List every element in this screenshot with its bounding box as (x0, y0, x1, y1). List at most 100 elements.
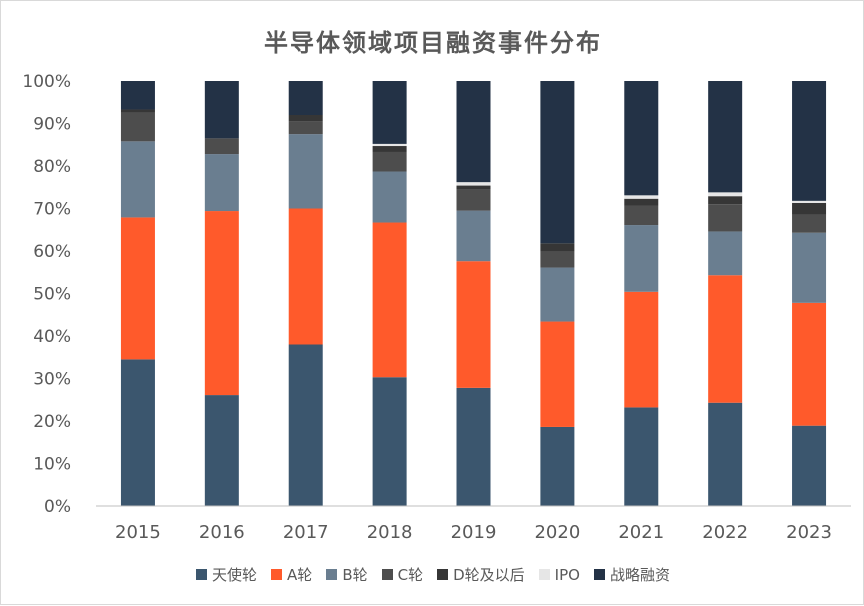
legend-label: 战略融资 (609, 566, 670, 584)
legend-label: A轮 (287, 566, 313, 584)
bar-segment (792, 425, 827, 506)
bar-segment (792, 200, 827, 203)
legend-item: 天使轮 (196, 564, 257, 585)
bar-segment (288, 208, 323, 345)
bar-segment (456, 210, 491, 262)
bar-segment (120, 112, 155, 142)
legend-item: A轮 (271, 564, 312, 585)
y-tick-label: 70% (33, 200, 71, 220)
bar-segment (540, 321, 575, 427)
bar-segment (204, 395, 239, 506)
y-tick-label: 20% (33, 412, 71, 432)
x-tick-label: 2018 (367, 522, 413, 543)
y-tick-label: 60% (33, 242, 71, 262)
y-tick-label: 10% (33, 455, 71, 475)
bar-segment (708, 81, 743, 193)
y-tick-label: 80% (33, 157, 71, 177)
x-tick-label: 2022 (702, 522, 748, 543)
legend-swatch (381, 569, 393, 580)
bar-segment (372, 151, 407, 172)
y-tick-label: 90% (33, 115, 71, 135)
bar-segment (624, 407, 659, 506)
bar-segment (372, 146, 407, 152)
bar-segment (708, 402, 743, 506)
bar-segment (540, 251, 575, 268)
legend-swatch (326, 569, 338, 580)
bar-segment (372, 81, 407, 144)
bar-segment (540, 426, 575, 506)
bar-segment (372, 377, 407, 506)
x-tick-label: 2019 (451, 522, 497, 543)
legend-swatch (196, 569, 208, 580)
x-tick-label: 2016 (199, 522, 245, 543)
bar-segment (708, 231, 743, 276)
bar-segment (624, 198, 659, 206)
x-tick-label: 2015 (115, 522, 161, 543)
y-tick-label: 30% (33, 370, 71, 390)
bar-segment (792, 202, 827, 215)
bar-segment (624, 81, 659, 196)
bar-segment (792, 232, 827, 303)
legend-swatch (538, 569, 550, 580)
bar-segment (204, 138, 239, 155)
bar-segment (456, 387, 491, 506)
bar-segment (372, 143, 407, 147)
y-tick-label: 100% (22, 72, 71, 92)
bar-segment (456, 81, 491, 183)
x-tick-label: 2021 (618, 522, 664, 543)
x-tick-label: 2017 (283, 522, 329, 543)
bar-segment (456, 182, 491, 186)
bar-segment (372, 222, 407, 378)
bar-segment (540, 267, 575, 322)
bar-segment (120, 359, 155, 506)
y-tick-label: 50% (33, 285, 71, 305)
chart-title: 半导体领域项目融资事件分布 (264, 28, 602, 57)
bar-segment (288, 121, 323, 135)
bar-segment (372, 171, 407, 223)
legend: 天使轮 A轮 B轮 C轮 D轮及以后 IPO 战略融资 (1, 564, 864, 585)
bar-segment (288, 81, 323, 115)
legend-label: IPO (554, 565, 580, 584)
bar-segment (288, 344, 323, 506)
legend-label: C轮 (397, 566, 424, 584)
bar-segment (120, 109, 155, 113)
x-tick-label: 2023 (786, 522, 832, 543)
bar-segment (120, 217, 155, 360)
y-tick-label: 0% (44, 497, 71, 517)
bar-segment (540, 81, 575, 244)
bar-segment (624, 291, 659, 408)
bar-segment (288, 134, 323, 209)
x-tick-label: 2020 (534, 522, 580, 543)
bar-segment (204, 154, 239, 212)
bar-segment (708, 275, 743, 403)
legend-item: C轮 (381, 564, 424, 585)
legend-item: 战略融资 (593, 564, 670, 585)
bar-segment (456, 261, 491, 388)
legend-swatch (593, 569, 605, 580)
y-tick-label: 40% (33, 327, 71, 347)
legend-item: D轮及以后 (437, 564, 525, 585)
bar-segment (792, 214, 827, 233)
bar-segment (288, 115, 323, 122)
bar-segment (624, 205, 659, 226)
bar-segment (456, 189, 491, 211)
legend-item: IPO (538, 565, 580, 584)
bar-segment (120, 141, 155, 218)
bar-segment (708, 196, 743, 205)
bar-segment (624, 225, 659, 292)
bar-segment (708, 204, 743, 232)
bar-segment (792, 81, 827, 201)
legend-label: D轮及以后 (453, 566, 525, 584)
bar-segment (708, 192, 743, 197)
bar-segment (792, 302, 827, 426)
legend-swatch (271, 569, 283, 580)
bar-segment (540, 243, 575, 252)
bar-segment (120, 81, 155, 110)
bar-segment (624, 195, 659, 199)
bar-segment (204, 211, 239, 396)
legend-label: B轮 (342, 566, 368, 584)
legend-swatch (437, 569, 449, 580)
bar-segment (204, 81, 239, 139)
